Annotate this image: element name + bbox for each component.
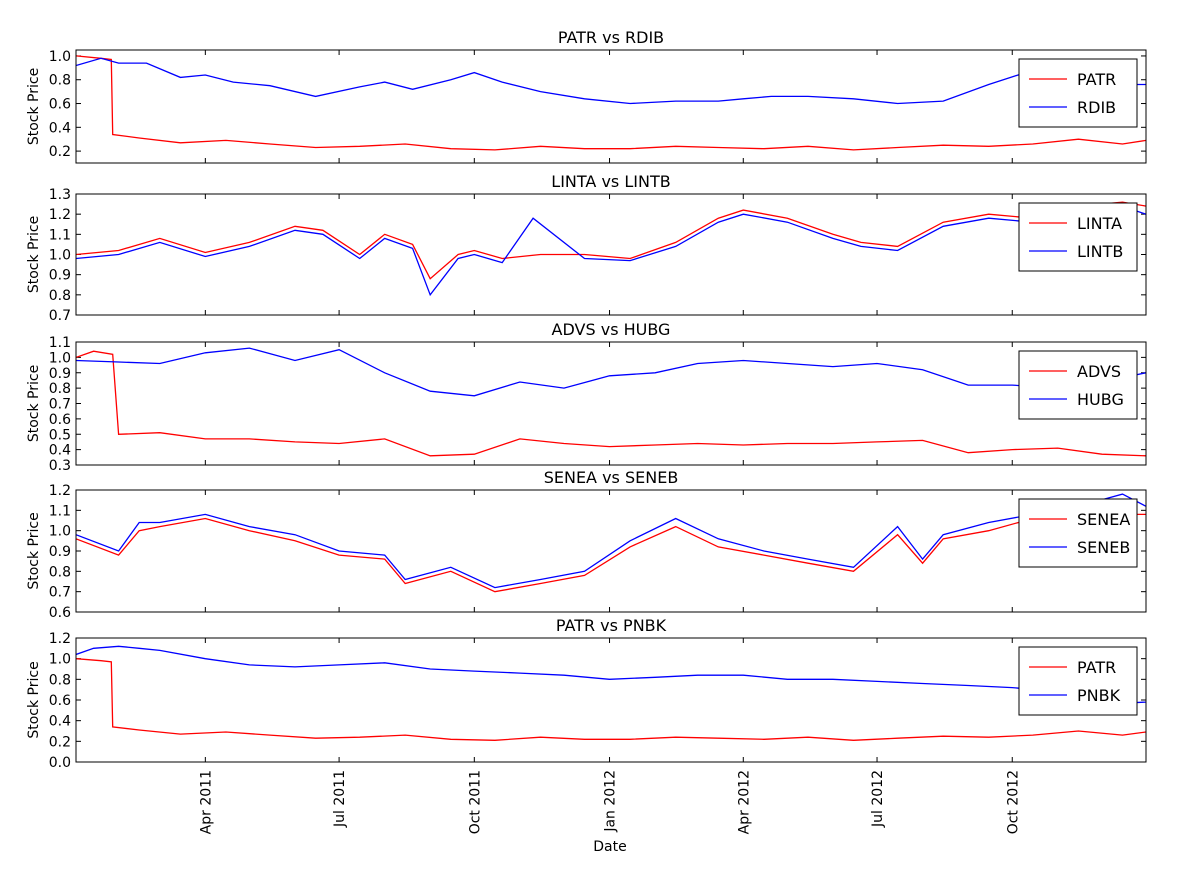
y-tick-label: 0.7 [49, 397, 71, 413]
y-tick-label: 0.7 [49, 308, 71, 324]
subplot-patr-vs-rdib: PATR vs RDIB 0.2 0.4 0.6 0.8 1.0 Stock Price PA… [26, 28, 1147, 164]
series-line-patr [76, 55, 1146, 151]
series-line-lintb [76, 205, 1146, 297]
y-tick-label: 0.6 [49, 412, 71, 428]
legend-box [1018, 58, 1138, 128]
x-tick-label: Apr 2011 [198, 770, 214, 834]
legend: ADVS HUBG [1018, 350, 1138, 420]
subplot-title: ADVS vs HUBG [552, 320, 671, 339]
y-tick-label: 0.4 [49, 443, 71, 459]
plot-frame [75, 489, 1147, 613]
x-tick-label: Apr 2012 [736, 770, 752, 834]
y-tick-label: 0.2 [49, 734, 71, 750]
legend-label: PATR [1077, 658, 1116, 677]
series-line-advs [76, 350, 1146, 457]
y-tick-label: 0.6 [49, 605, 71, 621]
legend: LINTA LINTB [1018, 202, 1138, 272]
y-tick-label: 0.6 [49, 693, 71, 709]
plot-frame [75, 193, 1147, 316]
y-tick-label: 1.0 [49, 524, 71, 540]
x-axis-label: Date [593, 839, 626, 855]
series-line-pnbk [76, 645, 1146, 705]
y-tick-label: 1.2 [49, 631, 71, 647]
y-tick-label: 1.1 [49, 227, 71, 243]
plot-frame [75, 637, 1147, 763]
y-tick-label: 1.3 [49, 187, 71, 203]
series-line-hubg [76, 347, 1146, 397]
legend-label: SENEA [1077, 510, 1130, 529]
y-tick-label: 1.0 [49, 652, 71, 668]
legend-label: LINTA [1077, 214, 1122, 233]
series-line-senea [76, 509, 1146, 593]
legend-label: LINTB [1077, 242, 1123, 261]
legend: SENEA SENEB [1018, 498, 1138, 568]
y-tick-label: 1.0 [49, 49, 71, 65]
legend-box [1018, 646, 1138, 716]
y-tick-label: 0.9 [49, 366, 71, 382]
x-tick-label: Oct 2012 [1005, 770, 1021, 834]
subplot-patr-vs-pnbk: PATR vs PNBK 0.0 0.2 0.4 0.6 0.8 1.0 1.2 Stock P… [26, 616, 1147, 834]
y-tick-label: 0.5 [49, 427, 71, 443]
x-tick-label: Oct 2011 [467, 770, 483, 834]
y-tick-label: 0.8 [49, 381, 71, 397]
y-axis-label: Stock Price [26, 365, 42, 442]
subplot-advs-vs-hubg: ADVS vs HUBG 0.30.40.50.60.70.80.91.01.1 S… [26, 320, 1147, 474]
y-tick-label: 0.8 [49, 672, 71, 688]
y-tick-label: 1.2 [49, 207, 71, 223]
legend: PATR RDIB [1018, 58, 1138, 128]
subplot-linta-vs-lintb: LINTA vs LINTB 0.7 0.8 0.9 1.0 1.1 1.2 1.3 Stock… [26, 172, 1147, 324]
series-line-patr [76, 658, 1146, 741]
y-tick-label: 0.8 [49, 564, 71, 580]
subplot-title: PATR vs RDIB [558, 28, 664, 47]
plot-frame [75, 49, 1147, 164]
subplot-title: SENEA vs SENEB [544, 468, 679, 487]
legend-label: HUBG [1077, 390, 1124, 409]
subplot-title: LINTA vs LINTB [551, 172, 670, 191]
series-line-seneb [76, 493, 1146, 589]
legend-label: PATR [1077, 70, 1116, 89]
y-tick-label: 0.7 [49, 585, 71, 601]
series-line-linta [76, 201, 1146, 280]
y-tick-label: 1.1 [49, 335, 71, 351]
legend-box [1018, 202, 1138, 272]
y-axis-label: Stock Price [26, 68, 42, 145]
y-tick-label: 0.4 [49, 714, 71, 730]
x-tick-label: Jul 2012 [870, 770, 886, 828]
y-tick-label: 1.0 [49, 248, 71, 264]
legend-label: SENEB [1077, 538, 1130, 557]
series-line-rdib [76, 57, 1146, 105]
y-tick-label: 0.8 [49, 73, 71, 89]
y-tick-label: 0.6 [49, 97, 71, 113]
plot-frame [75, 341, 1147, 466]
legend-box [1018, 350, 1138, 420]
y-axis-label: Stock Price [26, 216, 42, 293]
y-tick-label: 1.1 [49, 503, 71, 519]
y-axis-label: Stock Price [26, 661, 42, 738]
legend: PATR PNBK [1018, 646, 1138, 716]
y-tick-label: 0.0 [49, 755, 71, 771]
legend-label: RDIB [1077, 98, 1116, 117]
subplot-senea-vs-seneb: SENEA vs SENEB 0.6 0.7 0.8 0.9 1.0 1.1 1.2 Stock… [26, 468, 1147, 621]
x-tick-label: Jul 2011 [332, 770, 348, 828]
y-tick-label: 1.2 [49, 483, 71, 499]
y-tick-label: 0.9 [49, 544, 71, 560]
y-tick-label: 0.3 [49, 458, 71, 474]
legend-label: PNBK [1077, 686, 1121, 705]
y-axis-label: Stock Price [26, 512, 42, 589]
x-tick-label: Jan 2012 [603, 770, 619, 833]
y-tick-label: 0.4 [49, 120, 71, 136]
subplot-title: PATR vs PNBK [556, 616, 667, 635]
y-tick-label: 0.9 [49, 268, 71, 284]
y-tick-label: 0.8 [49, 288, 71, 304]
y-tick-label: 1.0 [49, 350, 71, 366]
legend-box [1018, 498, 1138, 568]
y-tick-label: 0.2 [49, 144, 71, 160]
legend-label: ADVS [1077, 362, 1121, 381]
